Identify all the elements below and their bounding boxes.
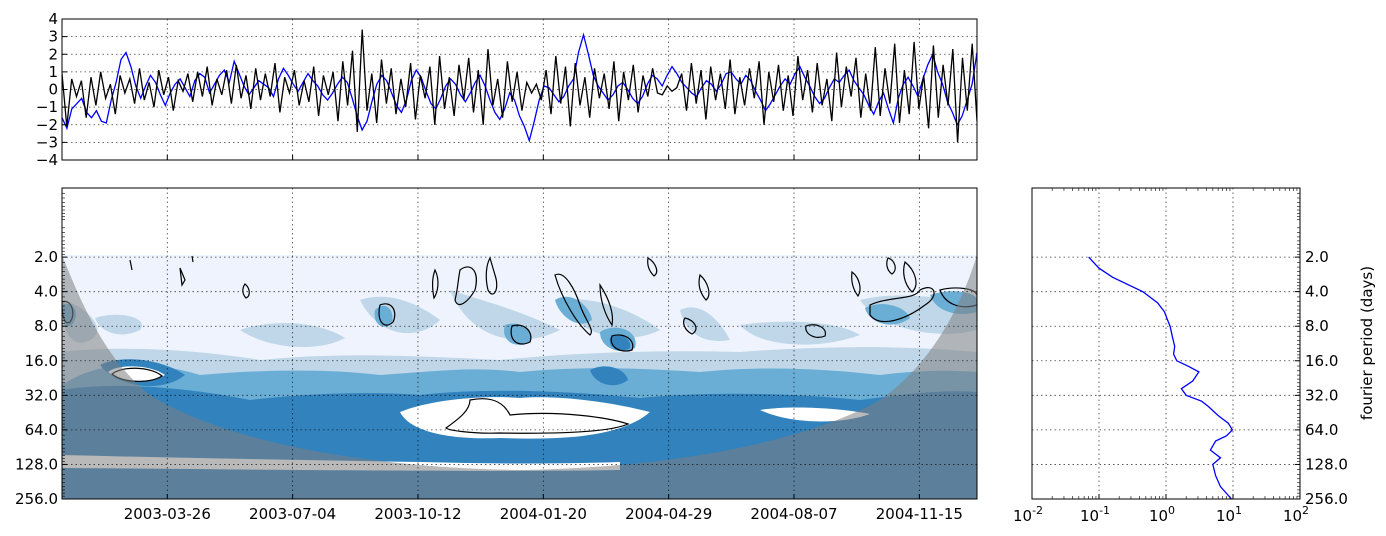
wavelet-y-tick-label: 32.0	[25, 386, 58, 404]
global-spectrum-y-tick-label: 4.0	[1305, 283, 1329, 301]
wavelet-frame	[61, 187, 978, 500]
wavelet-x-tick-label: 2004-08-07	[750, 505, 837, 523]
time-series-grid	[62, 19, 977, 160]
global-spectrum-y-tick-label: 2.0	[1305, 248, 1329, 266]
global-spectrum-y-tick-label: 32.0	[1305, 386, 1338, 404]
tick-exponent: -2	[1032, 504, 1043, 517]
wavelet-contours	[62, 255, 977, 499]
tick-exponent: 1	[1235, 504, 1242, 517]
global-spectrum-y-axis: 2.0 4.0 8.0 16.0 32.0 64.0 128.0 256.0	[1295, 192, 1348, 508]
wavelet-panel: 2.0 4.0 8.0 16.0 32.0 64.0 128.0 256.0 2003-03-…	[15, 187, 978, 523]
wavelet-y-tick-label: 128.0	[15, 455, 58, 473]
time-series-line-black	[62, 29, 977, 143]
time-series-y-tick-label: 4	[48, 10, 58, 28]
time-series-y-tick-label: −4	[36, 151, 58, 169]
cone-of-influence	[62, 255, 977, 499]
global-spectrum-y-label: fourier period (days)	[1358, 266, 1376, 420]
time-series-y-tick-label: 0	[48, 81, 58, 99]
global-spectrum-x-tick-label: 100	[1149, 504, 1175, 525]
wavelet-y-tick-label: 16.0	[25, 352, 58, 370]
global-spectrum-y-tick-label: 16.0	[1305, 352, 1338, 370]
time-series-y-tick-label: 1	[48, 63, 58, 81]
wavelet-x-axis: 2003-03-26 2003-07-04 2003-10-12 2004-01-20…	[124, 494, 963, 523]
tick-exponent: 0	[1168, 504, 1175, 517]
wavelet-y-tick-label: 4.0	[34, 283, 58, 301]
wavelet-x-tick-label: 2003-03-26	[124, 505, 211, 523]
wavelet-x-tick-label: 2003-10-12	[374, 505, 461, 523]
time-series-y-tick-label: −2	[36, 116, 58, 134]
wavelet-y-tick-label: 64.0	[25, 421, 58, 439]
time-series-y-tick-label: −3	[36, 133, 58, 151]
global-spectrum-y-tick-label: 8.0	[1305, 317, 1329, 335]
wavelet-y-tick-label: 256.0	[15, 490, 58, 508]
wavelet-y-tick-label: 8.0	[34, 317, 58, 335]
time-series-y-tick-label: 3	[48, 28, 58, 46]
global-spectrum-x-tick-label: 101	[1216, 504, 1242, 525]
time-series-y-tick-label: 2	[48, 45, 58, 63]
wavelet-y-tick-label: 2.0	[34, 248, 58, 266]
time-series-y-tick-label: −1	[36, 98, 58, 116]
time-series-line-blue	[62, 32, 977, 143]
wavelet-x-tick-label: 2004-11-15	[876, 505, 963, 523]
global-spectrum-y-tick-label: 256.0	[1305, 490, 1348, 508]
global-spectrum-y-tick-label: 64.0	[1305, 421, 1338, 439]
wavelet-y-axis: 2.0 4.0 8.0 16.0 32.0 64.0 128.0 256.0	[15, 192, 67, 508]
wavelet-x-tick-label: 2004-01-20	[500, 505, 587, 523]
tick-exponent: -1	[1099, 504, 1110, 517]
global-spectrum-y-tick-label: 128.0	[1305, 455, 1348, 473]
global-spectrum-x-tick-label: 10-1	[1080, 504, 1110, 525]
wavelet-x-tick-label: 2003-07-04	[249, 505, 336, 523]
time-series-x-tickmarks	[166, 155, 920, 160]
global-spectrum-x-tick-label: 102	[1283, 504, 1309, 525]
global-spectrum-x-tick-label: 10-2	[1013, 504, 1043, 525]
wavelet-x-tick-label: 2004-04-29	[625, 505, 712, 523]
tick-exponent: 2	[1302, 504, 1309, 517]
global-spectrum-line	[1088, 256, 1234, 500]
